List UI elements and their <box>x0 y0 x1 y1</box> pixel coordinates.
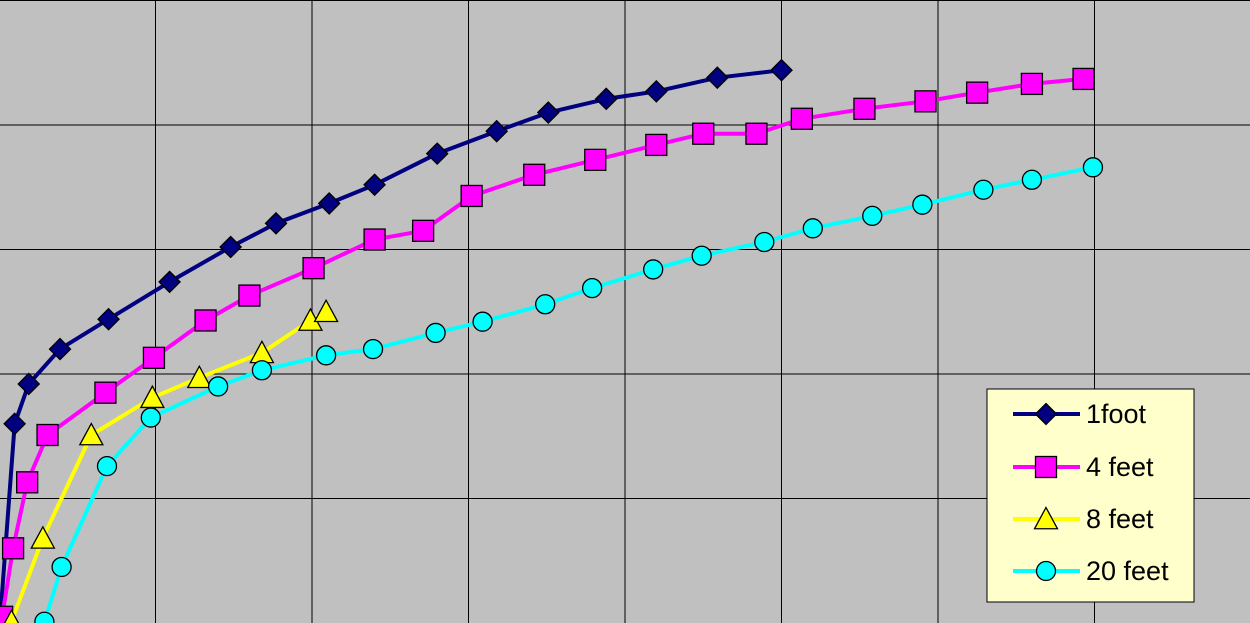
data-point-1foot <box>770 58 793 82</box>
data-point-4-feet <box>745 122 768 145</box>
data-point-8-feet <box>313 298 339 323</box>
data-point-20-feet <box>251 360 273 381</box>
series-layer <box>0 58 1104 623</box>
data-point-1foot <box>363 173 387 197</box>
legend-box <box>986 388 1195 603</box>
data-point-20-feet <box>973 179 994 200</box>
data-point-20-feet <box>581 277 603 299</box>
data-point-1foot <box>219 235 243 259</box>
data-point-20-feet <box>96 455 118 477</box>
data-point-4-feet <box>411 219 435 242</box>
data-point-20-feet <box>34 611 55 623</box>
data-point-4-feet <box>914 90 937 113</box>
data-point-8-feet <box>186 364 212 389</box>
data-point-20-feet <box>362 338 384 360</box>
series-1foot <box>0 58 793 623</box>
legend-marker-1foot <box>1034 402 1058 426</box>
data-point-4-feet <box>460 184 483 208</box>
data-point-4-feet <box>1020 72 1044 96</box>
data-point-4-feet <box>1 537 25 560</box>
legend-label-1foot: 1foot <box>1086 399 1147 429</box>
legend: 1foot 4 feet 8 feet 20 feet <box>986 388 1195 603</box>
series-8-feet <box>3 298 339 623</box>
data-point-4-feet <box>363 228 386 251</box>
data-point-20-feet <box>691 245 712 266</box>
data-point-8-feet <box>3 608 20 623</box>
data-point-1foot <box>594 87 618 111</box>
data-point-1foot <box>317 192 341 215</box>
data-point-4-feet <box>302 257 325 280</box>
data-point-1foot <box>158 270 182 294</box>
data-point-4-feet <box>584 148 607 172</box>
data-point-20-feet <box>425 322 446 344</box>
legend-marker-8-feet <box>1033 506 1059 530</box>
data-point-4-feet <box>692 122 715 145</box>
data-point-20-feet <box>643 259 664 280</box>
data-point-4-feet <box>36 423 59 447</box>
data-point-20-feet <box>1021 169 1043 190</box>
data-point-4-feet <box>194 309 217 332</box>
legend-marker-4-feet <box>1034 455 1058 479</box>
data-point-4-feet <box>16 471 39 494</box>
data-point-4-feet <box>645 133 668 157</box>
data-point-4-feet <box>94 381 117 404</box>
legend-items <box>1013 402 1080 582</box>
data-point-1foot <box>644 79 668 103</box>
data-point-4-feet <box>1072 67 1095 91</box>
data-point-20-feet <box>207 376 229 397</box>
data-point-20-feet <box>51 556 72 578</box>
data-point-20-feet <box>912 194 933 215</box>
data-point-4-feet <box>965 81 989 104</box>
data-point-1foot <box>3 412 27 436</box>
data-point-1foot <box>425 142 449 166</box>
data-point-8-feet <box>78 422 104 446</box>
data-point-1foot <box>705 66 729 90</box>
data-point-20-feet <box>754 231 775 253</box>
data-point-1foot <box>17 372 41 396</box>
data-point-4-feet <box>853 97 876 120</box>
data-point-1foot <box>97 307 120 331</box>
data-point-1foot <box>536 101 560 124</box>
data-point-8-feet <box>30 525 56 549</box>
data-point-20-feet <box>535 294 556 315</box>
data-point-1foot <box>485 119 509 143</box>
data-point-4-feet <box>142 346 166 369</box>
data-point-20-feet <box>802 218 823 239</box>
data-point-8-feet <box>139 384 165 409</box>
legend-label-20-feet: 20 feet <box>1086 556 1169 586</box>
data-point-20-feet <box>315 345 337 366</box>
series-20-feet <box>34 157 1104 623</box>
data-point-4-feet <box>238 284 261 307</box>
legend-marker-20-feet <box>1035 560 1057 582</box>
legend-label-4-feet: 4 feet <box>1086 452 1154 482</box>
data-point-20-feet <box>472 311 493 332</box>
data-point-20-feet <box>1082 157 1104 178</box>
data-point-1foot <box>264 211 288 235</box>
data-point-20-feet <box>862 205 883 227</box>
data-point-4-feet <box>523 163 546 186</box>
legend-label-8-feet: 8 feet <box>1086 504 1154 534</box>
data-point-20-feet <box>140 407 161 428</box>
data-point-1foot <box>48 337 72 361</box>
data-point-4-feet <box>790 107 813 130</box>
